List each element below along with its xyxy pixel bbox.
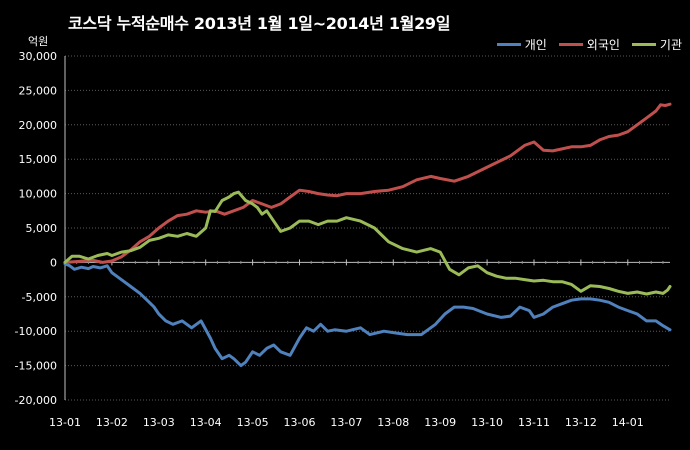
series-institution-line bbox=[63, 190, 672, 296]
x-tick-label: 13-03 bbox=[143, 416, 175, 429]
legend-label-individual: 개인 bbox=[524, 38, 547, 52]
y-tick-label: 10,000 bbox=[19, 188, 58, 201]
y-tick-label: -5,000 bbox=[22, 291, 57, 304]
x-tick-label: 13-07 bbox=[330, 416, 362, 429]
chart-title: 코스닥 누적순매수 2013년 1월 1일~2014년 1월29일 bbox=[68, 14, 451, 33]
x-tick-label: 13-09 bbox=[424, 416, 456, 429]
series-foreign-line bbox=[63, 102, 672, 264]
x-tick-label: 13-04 bbox=[190, 416, 222, 429]
x-tick-label: 13-12 bbox=[565, 416, 597, 429]
x-tick-label: 13-01 bbox=[49, 416, 81, 429]
y-tick-label: 30,000 bbox=[19, 50, 58, 63]
legend-item-individual: 개인 bbox=[496, 36, 547, 53]
legend-label-institution: 기관 bbox=[659, 38, 682, 52]
y-tick-label: 20,000 bbox=[19, 119, 58, 132]
y-tick-label: 15,000 bbox=[19, 153, 58, 166]
x-tick-label: 13-10 bbox=[471, 416, 503, 429]
y-tick-label: -20,000 bbox=[15, 394, 57, 407]
legend-item-foreign: 외국인 bbox=[558, 36, 620, 53]
x-tick-label: 13-05 bbox=[237, 416, 269, 429]
y-unit-label: 억원 bbox=[28, 35, 49, 48]
x-tick-label: 13-08 bbox=[377, 416, 409, 429]
x-tick-label: 13-06 bbox=[284, 416, 316, 429]
legend-swatch-institution bbox=[631, 43, 656, 46]
legend-swatch-foreign bbox=[558, 43, 583, 46]
x-tick-label: 13-02 bbox=[96, 416, 128, 429]
legend-swatch-individual bbox=[496, 43, 521, 46]
x-tick-label: 14-01 bbox=[612, 416, 644, 429]
y-tick-label: -15,000 bbox=[15, 360, 57, 373]
series-individual-line bbox=[63, 262, 672, 368]
x-tick-label: 13-11 bbox=[518, 416, 550, 429]
legend: 개인 외국인 기관 bbox=[496, 36, 682, 53]
y-tick-label: 5,000 bbox=[26, 222, 58, 235]
y-tick-label: 25,000 bbox=[19, 84, 58, 97]
legend-item-institution: 기관 bbox=[631, 36, 682, 53]
legend-label-foreign: 외국인 bbox=[586, 38, 620, 52]
y-tick-label: -10,000 bbox=[15, 325, 57, 338]
y-tick-label: 0 bbox=[50, 256, 57, 269]
